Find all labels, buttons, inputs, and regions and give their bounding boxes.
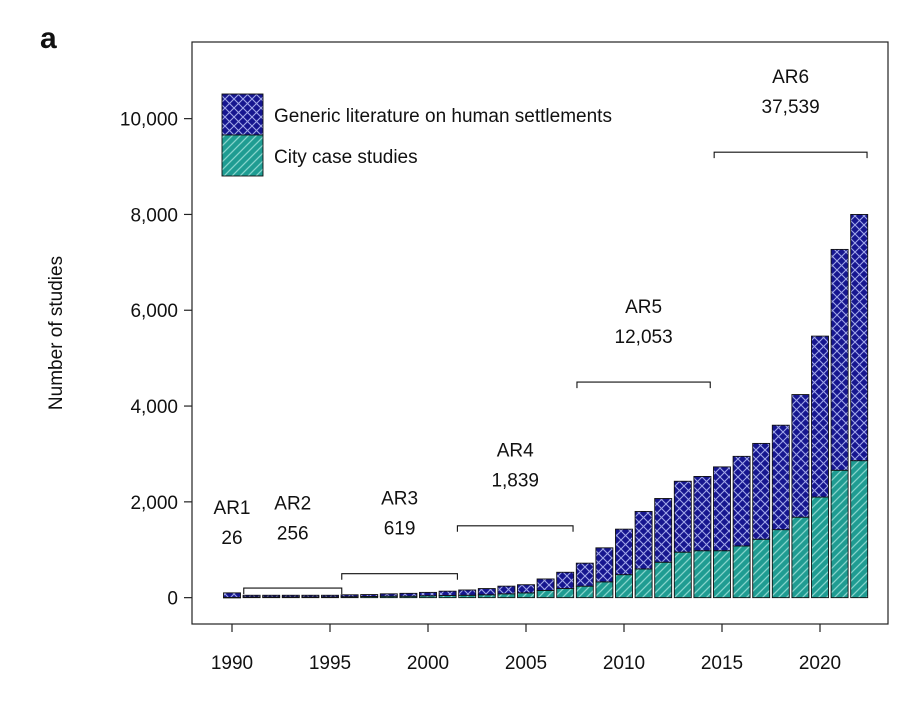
bar-city-2007 (556, 588, 575, 599)
bracket-ar3 (341, 573, 458, 580)
bar-generic-2013 (673, 480, 692, 553)
bar-city-2016 (732, 545, 751, 599)
bar-generic-2018 (771, 424, 790, 531)
bar-generic-2021 (830, 248, 849, 471)
bar-city-2019 (791, 516, 810, 599)
annotations: AR1 26 AR2 256 AR3 619 AR4 1,839 AR5 12,053 AR6 37,… (214, 67, 868, 595)
bar-generic-2004 (497, 585, 516, 595)
x-tick-label: 1995 (309, 653, 351, 674)
legend-swatch-generic (221, 93, 264, 136)
bar-generic-2012 (654, 498, 673, 563)
bar-generic-2014 (693, 476, 712, 552)
bar-city-2009 (595, 581, 614, 599)
x-tick-label: 2010 (603, 653, 645, 674)
annotation-ar1-count: 26 (221, 528, 242, 549)
bar-city-2006 (536, 590, 555, 599)
legend-label-generic: Generic literature on human settlements (274, 106, 612, 127)
x-tick-label: 2000 (407, 653, 449, 674)
bar-generic-2006 (536, 578, 555, 591)
bar-generic-2008 (575, 562, 594, 587)
y-axis-label: Number of studies (46, 256, 67, 410)
annotation-ar5-label: AR5 (625, 297, 662, 318)
annotation-ar1-label: AR1 (214, 498, 251, 519)
y-tick-label: 4,000 (130, 397, 178, 418)
x-tick-label: 2005 (505, 653, 547, 674)
legend-label-city: City case studies (274, 147, 418, 168)
bracket-ar2 (243, 587, 343, 595)
bar-generic-1997 (360, 594, 379, 597)
bar-generic-1993 (281, 594, 300, 598)
panel-letter: a (40, 22, 57, 55)
annotation-ar3-count: 619 (384, 519, 416, 540)
legend: Generic literature on human settlements C… (221, 93, 612, 177)
bar-city-2015 (713, 550, 731, 599)
bar-generic-2022 (850, 213, 869, 462)
bar-city-2010 (615, 574, 633, 599)
y-tick-label: 6,000 (130, 301, 178, 322)
annotation-ar4-label: AR4 (497, 441, 534, 462)
annotation-ar2-label: AR2 (274, 493, 311, 514)
bracket-ar4 (456, 525, 574, 532)
x-tick-label: 1990 (211, 653, 253, 674)
bracket-ar6 (713, 151, 868, 159)
y-axis: 0 2,000 4,000 6,000 8,000 10,000 (120, 110, 192, 610)
bar-generic-2002 (458, 589, 477, 596)
bar-city-2013 (673, 551, 692, 599)
bar-generic-1999 (399, 592, 418, 597)
bar-generic-1991 (242, 594, 261, 598)
annotation-ar6-label: AR6 (772, 67, 809, 88)
bar-generic-2015 (713, 466, 731, 552)
plot-frame (191, 41, 889, 625)
x-axis: 1990 1995 2000 2005 2010 2015 2020 (211, 624, 841, 674)
bar-city-2014 (693, 550, 712, 599)
bar-generic-1998 (379, 593, 398, 597)
annotation-ar5-count: 12,053 (615, 327, 673, 348)
y-tick-label: 0 (167, 589, 178, 610)
annotation-ar4-count: 1,839 (491, 471, 539, 492)
bar-generic-1992 (262, 594, 281, 598)
bar-city-2004 (497, 593, 516, 599)
y-tick-label: 10,000 (120, 110, 178, 131)
annotation-ar3-label: AR3 (381, 489, 418, 510)
y-tick-label: 8,000 (130, 205, 178, 226)
bar-generic-2000 (419, 591, 437, 597)
bar-city-2008 (575, 585, 594, 599)
bar-city-2021 (830, 469, 849, 599)
bar-generic-2017 (752, 442, 771, 540)
bar-generic-2011 (634, 510, 653, 570)
y-tick-label: 2,000 (130, 493, 178, 514)
bar-generic-2005 (517, 584, 535, 594)
bracket-ar5 (576, 381, 711, 389)
bar-generic-1995 (321, 594, 339, 598)
bar-generic-2001 (438, 590, 457, 596)
bar-generic-2016 (732, 455, 751, 547)
bar-city-2017 (752, 538, 771, 599)
bar-generic-2019 (791, 394, 810, 518)
x-tick-label: 2020 (799, 653, 841, 674)
bar-generic-2003 (477, 588, 496, 596)
bar-generic-1996 (340, 594, 359, 598)
legend-swatch-city (221, 134, 264, 177)
bar-city-2022 (850, 460, 869, 599)
bar-generic-2020 (811, 335, 829, 498)
bar-city-2012 (654, 561, 673, 599)
bar-generic-1990 (223, 592, 241, 598)
annotation-ar6-count: 37,539 (762, 97, 820, 118)
bar-generic-2009 (595, 547, 614, 583)
bar-city-2020 (811, 496, 829, 599)
bars (223, 213, 869, 599)
bar-city-2018 (771, 529, 790, 599)
annotation-ar2-count: 256 (277, 523, 309, 544)
bar-city-2011 (634, 568, 653, 599)
bar-city-2005 (517, 592, 535, 599)
x-tick-label: 2015 (701, 653, 743, 674)
bar-generic-1994 (301, 594, 320, 598)
bar-generic-2007 (556, 571, 575, 590)
bar-generic-2010 (615, 528, 633, 576)
